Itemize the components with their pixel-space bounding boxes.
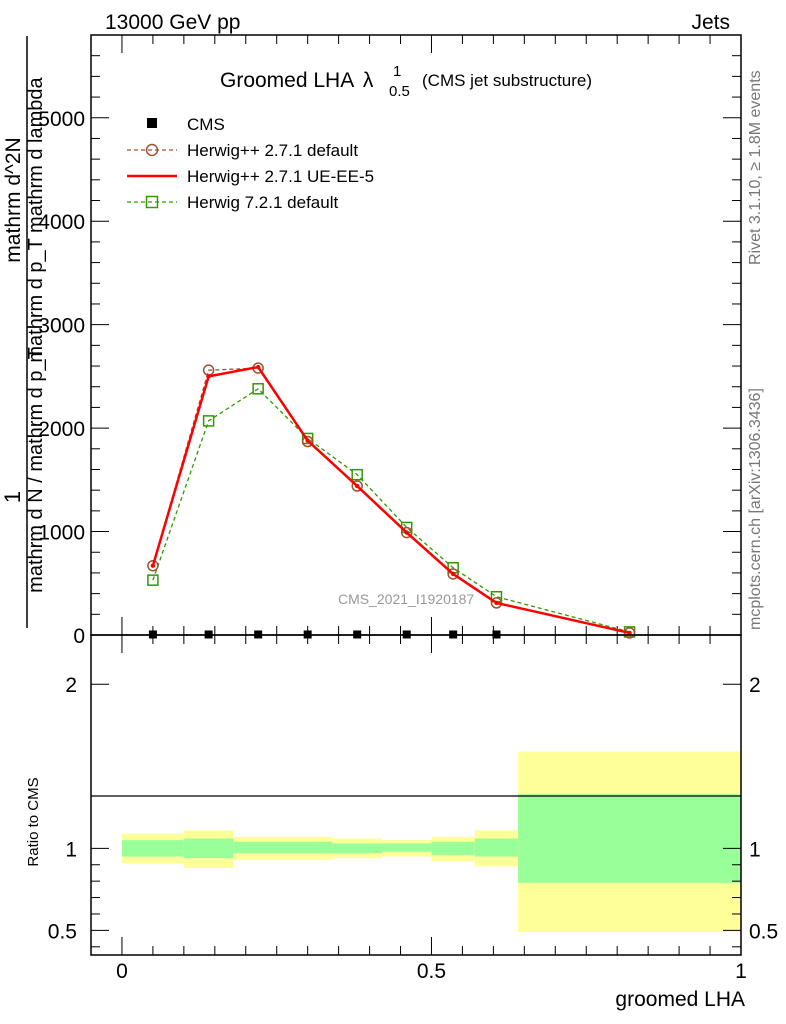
ylabel-numerator: mathrm d^2N xyxy=(2,137,25,262)
x-tick-label: 0.5 xyxy=(417,960,446,983)
series-point xyxy=(400,526,413,539)
legend-label-h27-default: Herwig++ 2.7.1 default xyxy=(187,141,358,160)
xlabel: groomed LHA xyxy=(615,988,745,1011)
ratio-y-tick-label-right: 1 xyxy=(749,838,761,861)
ylabel-numerator2: mathrm d p_T mathrm d lambda xyxy=(25,76,47,362)
series-point xyxy=(150,563,156,568)
legend-marker-h72-default xyxy=(145,195,159,209)
legend-label-h72-default: Herwig 7.2.1 default xyxy=(187,193,338,212)
rivet-text: Rivet 3.1.10, ≥ 1.8M events xyxy=(747,70,764,265)
x-tick-label: 0 xyxy=(116,960,128,983)
y-tick-label: 4000 xyxy=(38,211,85,234)
main-axis-ticks xyxy=(91,34,742,636)
ratio-x-tick-labels: 0 0.5 1 xyxy=(116,960,747,983)
title-note: (CMS jet substructure) xyxy=(422,71,592,90)
header-left: 13000 GeV pp xyxy=(105,11,240,34)
ratio-y-tick-label: 2 xyxy=(65,674,77,697)
ratio-band-inner xyxy=(183,838,234,859)
series-point xyxy=(494,600,499,606)
title-sup: 1 xyxy=(393,63,401,80)
ratio-band-inner xyxy=(381,843,432,852)
series-herwig-2-7-1-ue-ee-5 xyxy=(150,364,632,636)
ratio-band-inner xyxy=(332,843,382,854)
legend-marker-h27-default xyxy=(145,143,159,157)
ylabel-one: 1 xyxy=(0,491,25,503)
series-point xyxy=(450,571,456,577)
ratio-y-tick-label-right: 0.5 xyxy=(749,920,778,943)
ratio-band-inner xyxy=(431,841,475,855)
legend: CMS Herwig++ 2.7.1 default Herwig++ 2.7.… xyxy=(127,115,374,212)
ratio-y-tick-labels: 0.5 0.5 1 1 2 2 xyxy=(48,674,778,943)
plot-title: Groomed LHA λ 1 0.5 (CMS jet substructur… xyxy=(220,63,592,100)
series-point xyxy=(351,468,363,481)
series-point xyxy=(206,374,211,379)
series-point xyxy=(255,364,261,370)
title-sub: 0.5 xyxy=(389,83,410,100)
series-point xyxy=(354,483,360,489)
title-lambda: λ xyxy=(363,69,374,92)
series-point xyxy=(404,530,409,535)
main-series xyxy=(147,362,636,639)
ylabel-main: 1 mathrm d^2N mathrm d N / mathrm d p_T … xyxy=(0,36,47,628)
ratio-band-inner xyxy=(518,794,741,883)
legend-label-cms: CMS xyxy=(187,115,225,134)
title-main: Groomed LHA xyxy=(220,69,354,92)
ratio-ylabel: Ratio to CMS xyxy=(25,777,42,866)
ratio-y-tick-label: 0.5 xyxy=(48,920,77,943)
series-point xyxy=(351,480,363,492)
series-point xyxy=(147,574,159,586)
ratio-band-inner xyxy=(121,840,184,857)
series-point xyxy=(447,568,459,580)
mcplots-text: mcplots.cern.ch [arXiv:1306.3436] xyxy=(747,388,764,630)
main-y-tick-labels: 0 1000 2000 3000 4000 5000 xyxy=(38,108,85,648)
ratio-y-tick-label-right: 2 xyxy=(749,674,761,697)
ratio-band-inner xyxy=(474,838,519,857)
ratio-y-tick-label: 1 xyxy=(65,838,77,861)
x-tick-label: 1 xyxy=(735,960,747,983)
y-tick-label: 1000 xyxy=(38,522,85,545)
series-point xyxy=(301,432,314,445)
y-tick-label: 3000 xyxy=(38,315,85,338)
y-tick-label: 5000 xyxy=(38,108,85,131)
ratio-band-inner xyxy=(233,841,333,854)
ylabel-denominator: mathrm d N / mathrm d p_T xyxy=(25,347,47,593)
svg-text:Groomed LHA λ: Groomed LHA λ xyxy=(220,69,374,92)
ratio-frame xyxy=(90,634,742,956)
watermark: CMS_2021_I1920187 xyxy=(338,591,474,607)
series-line xyxy=(152,387,630,633)
series-point xyxy=(252,383,264,395)
y-tick-label: 0 xyxy=(73,625,85,648)
ratio-bands xyxy=(121,751,741,933)
series-point xyxy=(147,559,159,572)
legend-label-h27-ue: Herwig++ 2.7.1 UE-EE-5 xyxy=(187,167,374,186)
series-point xyxy=(202,415,215,427)
legend-marker-cms xyxy=(147,118,157,128)
series-point xyxy=(627,630,632,636)
header-right: Jets xyxy=(691,11,730,34)
series-point xyxy=(305,438,310,443)
ratio-axis-ticks xyxy=(91,635,742,955)
series-point xyxy=(301,435,314,448)
y-tick-label: 2000 xyxy=(38,418,85,441)
